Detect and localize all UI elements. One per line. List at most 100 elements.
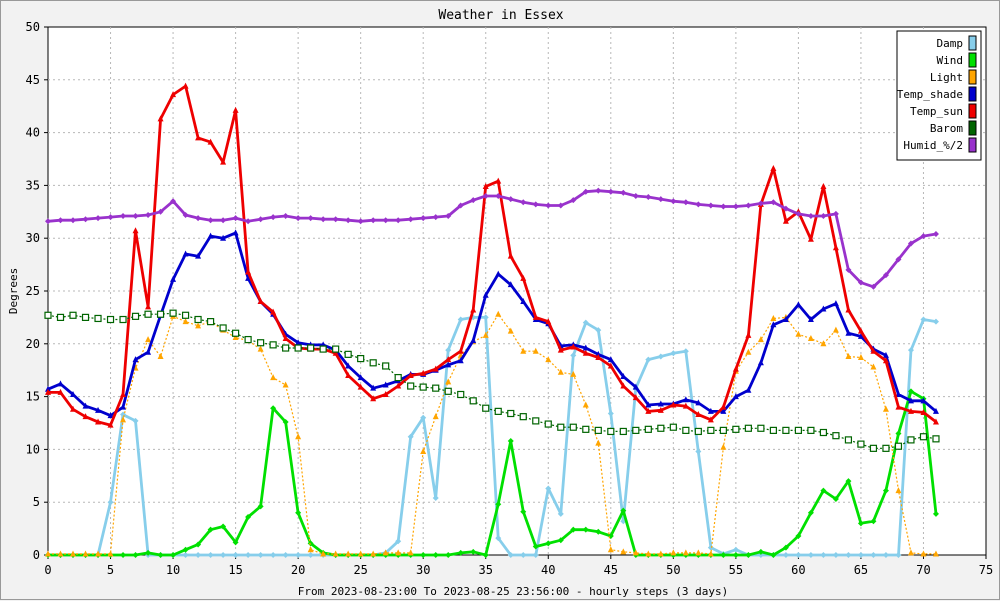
- data-point-light: [107, 550, 114, 557]
- data-point-light: [595, 439, 602, 446]
- data-point-light: [907, 549, 914, 556]
- data-point-damp: [282, 552, 289, 558]
- data-point-wind: [432, 552, 439, 558]
- series-line-light: [48, 313, 936, 555]
- data-point-barom: [119, 315, 127, 324]
- data-point-wind: [307, 540, 314, 547]
- data-point-barom: [694, 427, 702, 436]
- data-point-temp-sun: [407, 371, 414, 378]
- data-point-barom: [494, 407, 502, 415]
- data-point-humid-2: [357, 218, 364, 225]
- data-point-light: [757, 336, 764, 343]
- y-tick-label: 20: [26, 337, 40, 351]
- data-point-temp-shade: [932, 407, 939, 414]
- data-point-humid-2: [595, 187, 602, 194]
- data-point-light: [82, 550, 89, 557]
- data-point-barom: [557, 423, 565, 431]
- data-point-damp: [257, 552, 264, 558]
- legend-swatch: [968, 103, 977, 119]
- data-point-light: [445, 378, 452, 385]
- data-point-humid-2: [907, 240, 914, 247]
- data-point-temp-shade: [382, 381, 389, 388]
- data-point-humid-2: [507, 196, 514, 203]
- data-point-barom: [81, 313, 90, 321]
- data-point-light: [295, 433, 302, 440]
- data-point-light: [395, 549, 402, 556]
- data-point-temp-sun: [820, 182, 827, 189]
- data-point-damp: [182, 552, 189, 558]
- series-line-temp-sun: [48, 84, 937, 427]
- data-point-light: [370, 550, 377, 557]
- legend-label: Temp_shade: [897, 88, 963, 101]
- y-tick-label: 45: [26, 73, 40, 87]
- data-point-wind: [907, 388, 914, 395]
- data-point-temp-shade: [720, 407, 727, 414]
- data-point-barom: [294, 344, 302, 352]
- data-point-humid-2: [557, 202, 564, 209]
- data-point-temp-shade: [445, 361, 452, 368]
- data-point-humid-2: [820, 213, 827, 220]
- data-point-temp-shade: [807, 316, 814, 323]
- data-point-temp-sun: [207, 138, 214, 145]
- data-point-wind: [195, 541, 202, 548]
- data-point-temp-shade: [345, 362, 352, 369]
- data-point-damp: [520, 552, 527, 558]
- data-point-humid-2: [707, 202, 714, 209]
- data-point-wind: [582, 526, 589, 533]
- data-point-damp: [645, 356, 652, 363]
- x-tick-label: 40: [541, 563, 555, 577]
- data-point-barom: [169, 309, 177, 317]
- x-tick-label: 15: [228, 563, 242, 577]
- data-point-temp-sun: [520, 274, 527, 281]
- data-point-barom: [332, 345, 340, 353]
- data-point-light: [807, 335, 814, 342]
- data-point-barom: [369, 359, 377, 367]
- data-point-damp: [482, 314, 489, 321]
- data-point-barom: [569, 423, 577, 431]
- data-point-humid-2: [745, 202, 752, 209]
- data-point-temp-sun: [345, 371, 352, 378]
- x-tick-label: 55: [729, 563, 743, 577]
- data-point-humid-2: [220, 217, 227, 224]
- data-point-barom: [181, 311, 190, 319]
- data-point-barom: [744, 424, 752, 432]
- data-point-wind: [757, 548, 764, 555]
- y-tick-label: 30: [26, 231, 40, 245]
- data-point-temp-shade: [582, 344, 589, 351]
- data-point-damp: [782, 552, 789, 558]
- data-point-damp: [532, 552, 539, 558]
- legend-swatch: [968, 69, 977, 85]
- data-point-humid-2: [320, 216, 327, 223]
- data-point-light: [632, 549, 639, 556]
- data-point-humid-2: [732, 203, 739, 210]
- data-point-temp-shade: [895, 390, 902, 397]
- data-point-wind: [170, 552, 177, 558]
- data-point-wind: [145, 549, 152, 556]
- data-point-light: [95, 550, 102, 557]
- data-point-damp: [457, 316, 464, 323]
- data-point-barom: [357, 354, 365, 363]
- data-point-barom: [282, 344, 290, 352]
- data-point-barom: [482, 404, 490, 412]
- data-point-temp-sun: [870, 347, 877, 354]
- data-point-temp-shade: [707, 407, 714, 414]
- data-point-wind: [220, 523, 227, 530]
- data-point-temp-sun: [545, 318, 552, 325]
- data-point-temp-sun: [682, 402, 689, 409]
- data-point-temp-sun: [132, 227, 139, 234]
- data-point-humid-2: [657, 196, 664, 203]
- data-point-light: [507, 327, 514, 334]
- data-point-light: [620, 548, 627, 555]
- data-point-barom: [582, 425, 590, 433]
- data-point-temp-sun: [707, 416, 714, 423]
- y-tick-label: 25: [26, 284, 40, 298]
- data-point-temp-sun: [657, 406, 664, 413]
- data-point-barom: [56, 313, 65, 321]
- data-point-barom: [669, 423, 677, 431]
- data-point-humid-2: [482, 192, 489, 199]
- data-point-temp-sun: [232, 106, 239, 113]
- data-point-barom: [757, 424, 765, 432]
- data-point-barom: [232, 329, 240, 337]
- data-point-wind: [882, 487, 889, 494]
- legend-swatch: [968, 137, 977, 153]
